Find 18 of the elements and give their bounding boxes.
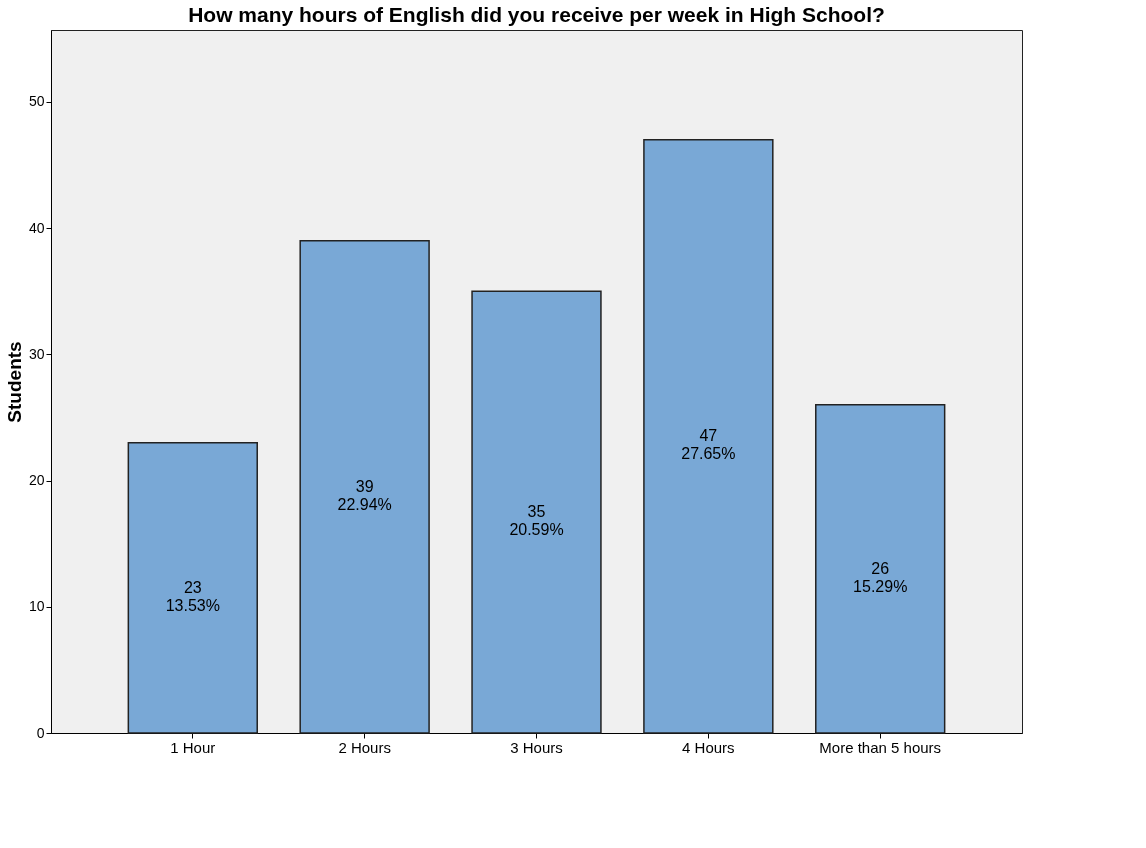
x-tick-label: 4 Hours xyxy=(682,738,735,756)
x-tick-label: 3 Hours xyxy=(510,738,563,756)
y-tick-label: 0 xyxy=(36,724,45,741)
y-tick-label: 40 xyxy=(28,219,45,236)
data-label: 23 13.53% xyxy=(165,578,220,614)
y-axis-title: Students xyxy=(3,341,25,423)
data-label: 39 22.94% xyxy=(337,477,392,513)
x-tick-label: 1 Hour xyxy=(170,738,216,756)
chart-title: How many hours of English did you receive per week in High School? xyxy=(188,3,885,26)
y-tick-label: 10 xyxy=(28,598,45,615)
data-label: 35 20.59% xyxy=(509,503,564,539)
y-tick-label: 20 xyxy=(28,472,45,489)
data-label: 47 27.65% xyxy=(681,427,736,463)
x-tick-label: 2 Hours xyxy=(338,738,391,756)
y-tick-label: 50 xyxy=(28,93,45,110)
y-tick-label: 30 xyxy=(28,345,45,362)
x-tick-label: More than 5 hours xyxy=(819,738,942,756)
data-label: 26 15.29% xyxy=(853,559,908,595)
